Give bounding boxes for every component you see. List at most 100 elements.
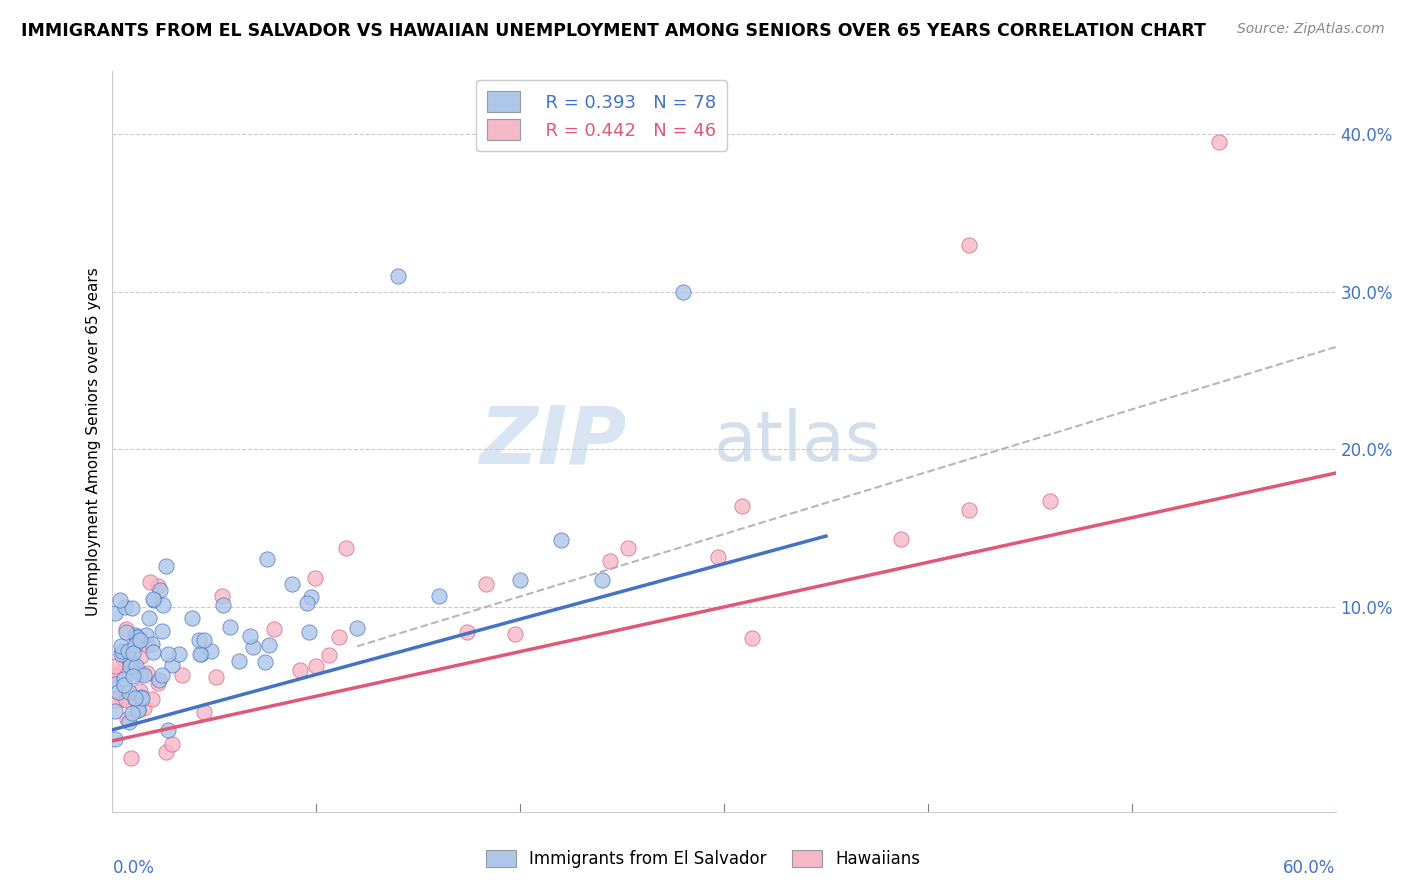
Point <box>111 644 134 658</box>
Point <box>131 691 153 706</box>
Point <box>741 632 763 646</box>
Point <box>152 598 174 612</box>
Point <box>190 647 212 661</box>
Point <box>219 620 242 634</box>
Text: Source: ZipAtlas.com: Source: ZipAtlas.com <box>1237 22 1385 37</box>
Point <box>139 575 162 590</box>
Point <box>957 237 980 252</box>
Point <box>112 652 135 666</box>
Point <box>127 630 149 644</box>
Point <box>211 598 233 612</box>
Point <box>124 638 146 652</box>
Point <box>110 691 132 706</box>
Point <box>1208 135 1230 149</box>
Point <box>118 715 141 730</box>
Text: ZIP: ZIP <box>479 402 626 481</box>
Point <box>387 269 409 284</box>
Point <box>335 541 357 555</box>
Point <box>115 693 138 707</box>
Point <box>305 659 328 673</box>
Point <box>148 673 170 687</box>
Point <box>599 554 621 568</box>
Point <box>150 667 173 681</box>
Text: atlas: atlas <box>714 408 882 475</box>
Point <box>127 702 149 716</box>
Point <box>114 622 136 636</box>
Point <box>127 703 149 717</box>
Text: 0.0%: 0.0% <box>112 859 155 877</box>
Point <box>120 654 142 668</box>
Point <box>128 633 150 648</box>
Point <box>112 678 135 692</box>
Text: 60.0%: 60.0% <box>1284 859 1336 877</box>
Point <box>157 647 180 661</box>
Point <box>190 648 212 662</box>
Point <box>298 625 321 640</box>
Point <box>129 690 152 705</box>
Point <box>474 576 496 591</box>
Point <box>957 503 980 517</box>
Point <box>456 624 478 639</box>
Point <box>228 654 250 668</box>
Point <box>136 666 159 681</box>
Point <box>104 676 127 690</box>
Point <box>242 640 264 655</box>
Point <box>731 499 754 513</box>
Point <box>1039 493 1062 508</box>
Point <box>107 685 129 699</box>
Point <box>121 669 143 683</box>
Point <box>427 589 450 603</box>
Y-axis label: Unemployment Among Seniors over 65 years: Unemployment Among Seniors over 65 years <box>86 268 101 615</box>
Point <box>110 648 132 662</box>
Point <box>160 737 183 751</box>
Point <box>155 559 177 574</box>
Point <box>121 706 143 721</box>
Point <box>617 541 640 555</box>
Point <box>155 745 177 759</box>
Point <box>707 550 730 565</box>
Point <box>103 659 125 673</box>
Point <box>672 285 695 299</box>
Point <box>136 638 159 652</box>
Point <box>125 659 148 673</box>
Point <box>280 576 302 591</box>
Point <box>124 691 146 706</box>
Point <box>103 693 125 707</box>
Point <box>200 644 222 658</box>
Point <box>142 645 165 659</box>
Point <box>263 623 285 637</box>
Point <box>509 573 531 587</box>
Point <box>122 661 145 675</box>
Point <box>146 579 169 593</box>
Point <box>118 658 141 673</box>
Point <box>103 732 125 747</box>
Point <box>328 630 350 644</box>
Point <box>117 644 139 658</box>
Point <box>132 701 155 715</box>
Point <box>193 705 215 719</box>
Point <box>167 647 190 661</box>
Point <box>114 600 136 615</box>
Point <box>157 723 180 737</box>
Point <box>304 571 326 585</box>
Point <box>124 630 146 644</box>
Point <box>104 606 127 620</box>
Point <box>129 649 152 664</box>
Legend:   R = 0.393   N = 78,   R = 0.442   N = 46: R = 0.393 N = 78, R = 0.442 N = 46 <box>477 80 727 151</box>
Point <box>132 668 155 682</box>
Point <box>135 628 157 642</box>
Point <box>128 667 150 681</box>
Point <box>115 625 138 640</box>
Point <box>503 627 526 641</box>
Point <box>124 692 146 706</box>
Point <box>124 628 146 642</box>
Text: IMMIGRANTS FROM EL SALVADOR VS HAWAIIAN UNEMPLOYMENT AMONG SENIORS OVER 65 YEARS: IMMIGRANTS FROM EL SALVADOR VS HAWAIIAN … <box>21 22 1206 40</box>
Point <box>160 657 183 672</box>
Point <box>211 589 233 603</box>
Point <box>142 591 165 606</box>
Point <box>290 663 312 677</box>
Point <box>299 590 322 604</box>
Point <box>346 621 368 635</box>
Point <box>110 639 132 653</box>
Point <box>297 596 319 610</box>
